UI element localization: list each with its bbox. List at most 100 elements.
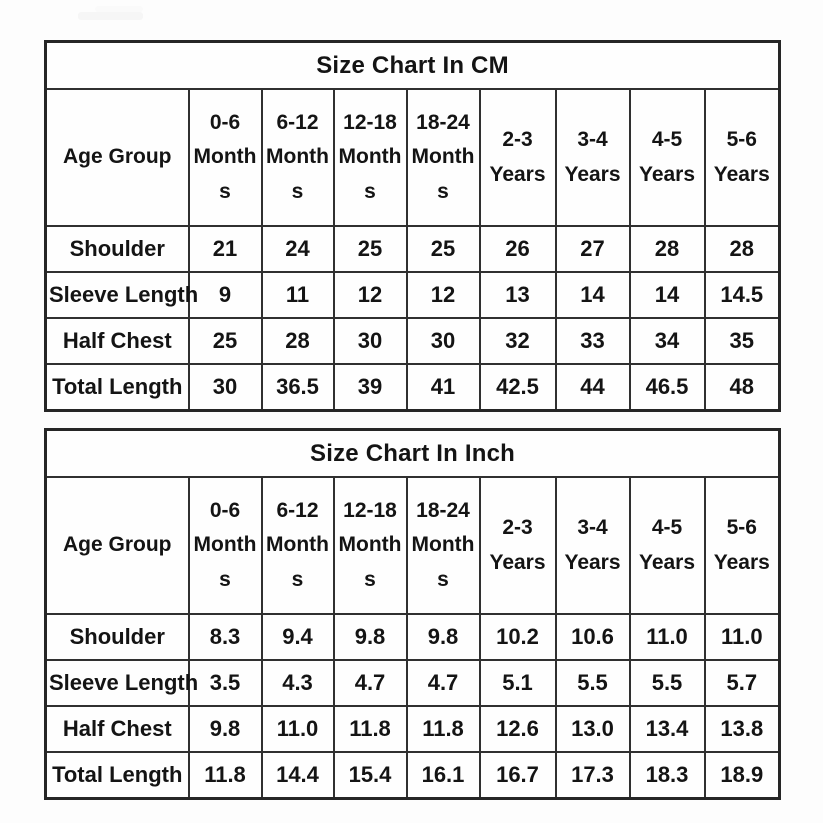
value-cell: 18.9 [703, 751, 781, 800]
value-cell: 3.5 [187, 659, 263, 707]
column-header-12-18-months: 12-18 Months [332, 88, 408, 227]
row-label: Shoulder [44, 225, 190, 273]
value-cell: 21 [187, 225, 263, 273]
value-cell: 28 [703, 225, 781, 273]
value-cell: 10.6 [554, 613, 631, 661]
value-cell: 25 [187, 317, 263, 365]
column-header-6-12-months: 6-12 Months [260, 88, 335, 227]
value-cell: 9 [187, 271, 263, 319]
age-group-header: Age Group [44, 476, 190, 615]
column-header-18-24-months: 18-24 Months [405, 476, 481, 615]
value-cell: 13.0 [554, 705, 631, 753]
column-header-5-6-years: 5-6 Years [703, 88, 781, 227]
value-cell: 12.6 [478, 705, 557, 753]
value-cell: 10.2 [478, 613, 557, 661]
table-row-sleeve-length: Sleeve Length 3.5 4.3 4.7 4.7 5.1 5.5 5.… [44, 659, 781, 707]
value-cell: 13 [478, 271, 557, 319]
value-cell: 41 [405, 363, 481, 412]
age-group-header: Age Group [44, 88, 190, 227]
value-cell: 15.4 [332, 751, 408, 800]
value-cell: 9.8 [332, 613, 408, 661]
table-row-sleeve-length: Sleeve Length 9 11 12 12 13 14 14 14.5 [44, 271, 781, 319]
value-cell: 4.7 [405, 659, 481, 707]
value-cell: 12 [332, 271, 408, 319]
value-cell: 9.4 [260, 613, 335, 661]
size-chart-cm-table: Size Chart In CM Age Group 0-6 Months 6-… [44, 40, 782, 412]
value-cell: 14 [628, 271, 706, 319]
table-row-shoulder: Shoulder 8.3 9.4 9.8 9.8 10.2 10.6 11.0 … [44, 613, 781, 661]
table-row-half-chest: Half Chest 9.8 11.0 11.8 11.8 12.6 13.0 … [44, 705, 781, 753]
column-header-6-12-months: 6-12 Months [260, 476, 335, 615]
value-cell: 11.8 [332, 705, 408, 753]
row-label: Half Chest [44, 317, 190, 365]
value-cell: 11.0 [703, 613, 781, 661]
value-cell: 34 [628, 317, 706, 365]
table-row-total-length: Total Length 30 36.5 39 41 42.5 44 46.5 … [44, 363, 781, 412]
value-cell: 14 [554, 271, 631, 319]
value-cell: 11.0 [628, 613, 706, 661]
table-row-half-chest: Half Chest 25 28 30 30 32 33 34 35 [44, 317, 781, 365]
table-title-inch: Size Chart In Inch [44, 428, 781, 478]
value-cell: 16.7 [478, 751, 557, 800]
size-chart-inch-table: Size Chart In Inch Age Group 0-6 Months … [44, 428, 782, 800]
value-cell: 9.8 [405, 613, 481, 661]
value-cell: 25 [332, 225, 408, 273]
value-cell: 11.0 [260, 705, 335, 753]
value-cell: 30 [187, 363, 263, 412]
column-header-2-3-years: 2-3 Years [478, 88, 557, 227]
value-cell: 35 [703, 317, 781, 365]
column-header-4-5-years: 4-5 Years [628, 476, 706, 615]
watermark-smudge [95, 6, 143, 12]
value-cell: 28 [260, 317, 335, 365]
value-cell: 8.3 [187, 613, 263, 661]
value-cell: 14.4 [260, 751, 335, 800]
value-cell: 42.5 [478, 363, 557, 412]
value-cell: 39 [332, 363, 408, 412]
value-cell: 27 [554, 225, 631, 273]
value-cell: 5.5 [628, 659, 706, 707]
value-cell: 5.5 [554, 659, 631, 707]
row-label: Sleeve Length [44, 271, 198, 319]
value-cell: 48 [703, 363, 781, 412]
value-cell: 16.1 [405, 751, 481, 800]
value-cell: 18.3 [628, 751, 706, 800]
column-header-2-3-years: 2-3 Years [478, 476, 557, 615]
column-header-0-6-months: 0-6 Months [187, 88, 263, 227]
value-cell: 13.4 [628, 705, 706, 753]
value-cell: 14.5 [703, 271, 781, 319]
value-cell: 17.3 [554, 751, 631, 800]
row-label: Sleeve Length [44, 659, 198, 707]
value-cell: 12 [405, 271, 481, 319]
value-cell: 9.8 [187, 705, 263, 753]
row-label: Shoulder [44, 613, 190, 661]
value-cell: 5.7 [703, 659, 781, 707]
value-cell: 24 [260, 225, 335, 273]
value-cell: 13.8 [703, 705, 781, 753]
table-title-cm: Size Chart In CM [44, 40, 781, 90]
value-cell: 46.5 [628, 363, 706, 412]
row-label: Total Length [44, 751, 190, 800]
column-header-5-6-years: 5-6 Years [703, 476, 781, 615]
value-cell: 33 [554, 317, 631, 365]
column-header-12-18-months: 12-18 Months [332, 476, 408, 615]
row-label: Half Chest [44, 705, 190, 753]
value-cell: 30 [405, 317, 481, 365]
table-row-shoulder: Shoulder 21 24 25 25 26 27 28 28 [44, 225, 781, 273]
value-cell: 11 [260, 271, 335, 319]
column-header-3-4-years: 3-4 Years [554, 476, 631, 615]
column-header-18-24-months: 18-24 Months [405, 88, 481, 227]
column-header-4-5-years: 4-5 Years [628, 88, 706, 227]
value-cell: 32 [478, 317, 557, 365]
watermark-smudge [78, 12, 143, 20]
column-header-0-6-months: 0-6 Months [187, 476, 263, 615]
value-cell: 4.7 [332, 659, 408, 707]
column-header-3-4-years: 3-4 Years [554, 88, 631, 227]
value-cell: 44 [554, 363, 631, 412]
value-cell: 4.3 [260, 659, 335, 707]
value-cell: 28 [628, 225, 706, 273]
value-cell: 25 [405, 225, 481, 273]
value-cell: 11.8 [405, 705, 481, 753]
value-cell: 26 [478, 225, 557, 273]
row-label: Total Length [44, 363, 190, 412]
